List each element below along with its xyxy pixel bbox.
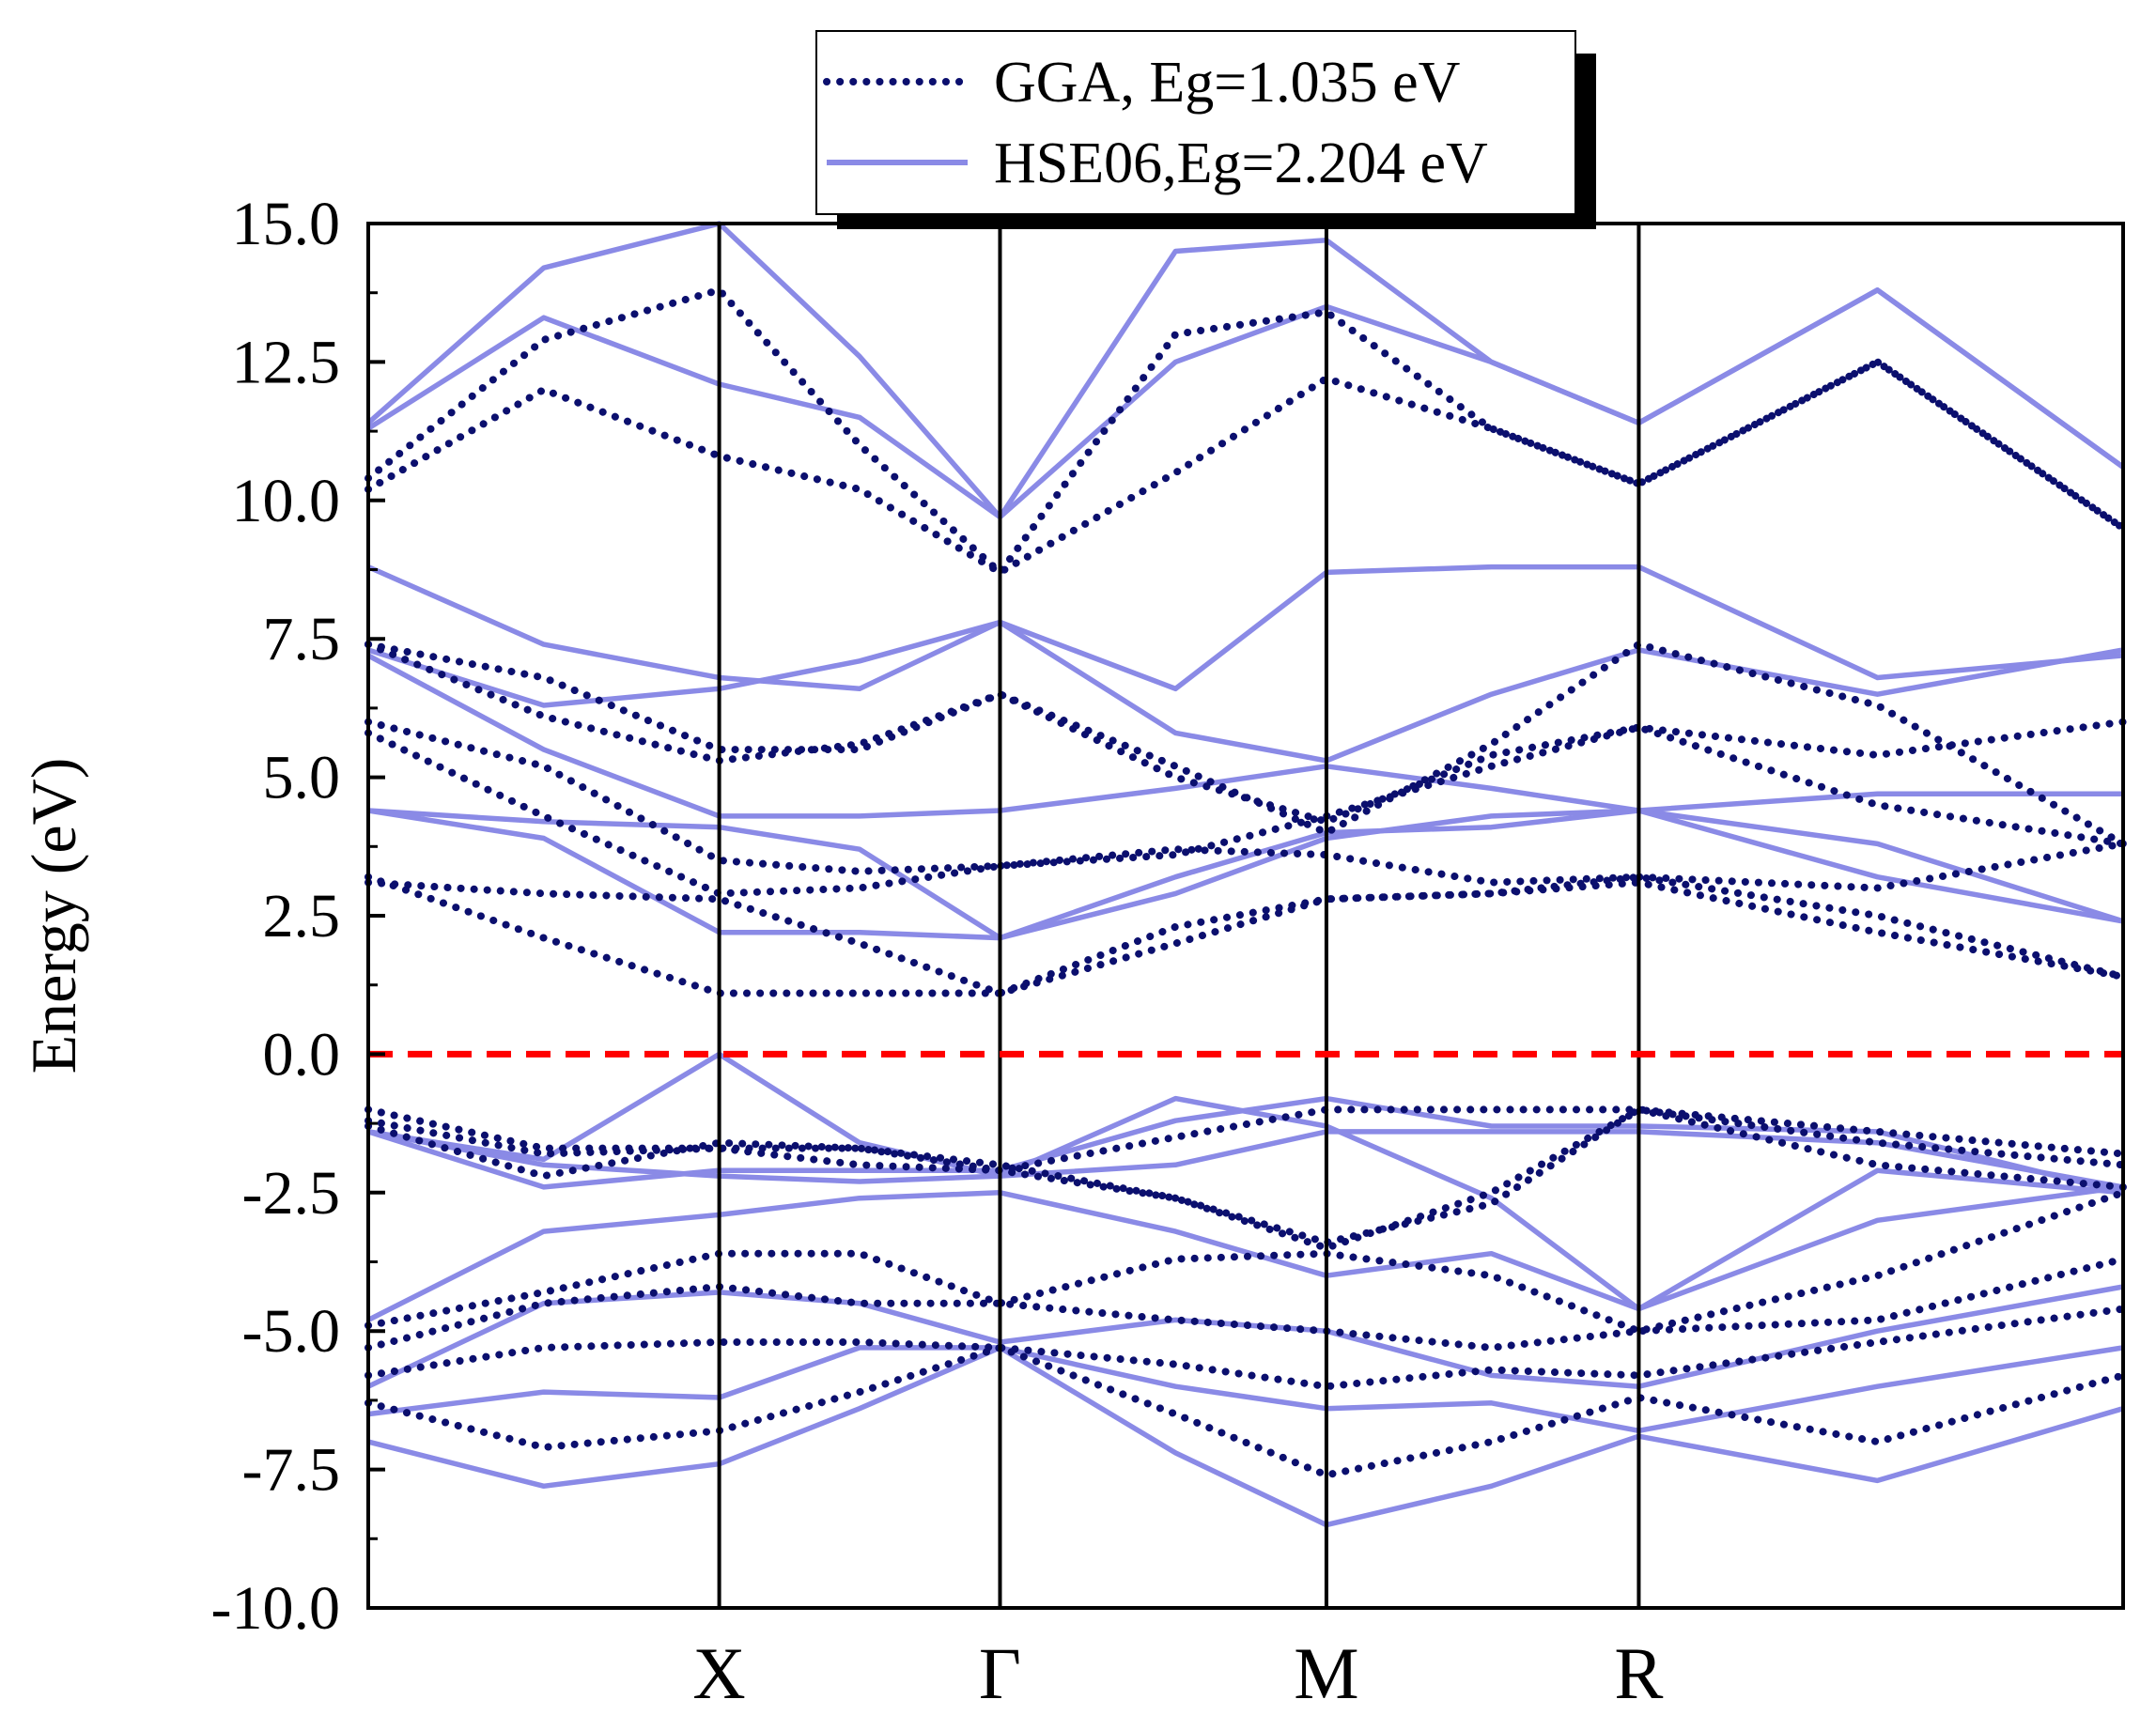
kpoint-label-2: Γ (979, 1632, 1021, 1714)
legend: GGA, Eg=1.035 eV HSE06,Eg=2.204 eV (815, 30, 1596, 229)
y-tick-label-3: 10.0 (232, 467, 341, 535)
hse06-band-29 (366, 221, 2125, 520)
hse06-band-23 (367, 808, 2124, 941)
gga-band-11 (365, 718, 2127, 875)
y-axis-ticks: 15.0 12.5 10.0 7.5 5.0 2.5 0.0 -2.5 -5.0 -7.5 -10.… (211, 190, 385, 1643)
hse06-band-21 (367, 1129, 2124, 1190)
hse06-band-20 (367, 1051, 2124, 1312)
hse06-band-19 (366, 1184, 2124, 1322)
hse06-band-27 (366, 564, 2124, 692)
gga-band-15 (365, 286, 2127, 577)
y-tick-label-1: 15.0 (232, 190, 341, 258)
hse06-band-26 (367, 619, 2124, 764)
hse06-band-28 (366, 287, 2125, 520)
gga-band-12 (365, 641, 2127, 826)
y-tick-label-8: -2.5 (242, 1159, 340, 1228)
y-tick-label-9: -5.0 (242, 1297, 340, 1366)
y-axis-title: Energy (eV) (18, 758, 89, 1074)
y-tick-label-11: -10.0 (211, 1574, 340, 1643)
y-tick-label-6: 2.5 (263, 882, 341, 950)
high-symmetry-lines (717, 224, 1641, 1608)
gga-band-14 (365, 358, 2127, 577)
hse06-band-16 (367, 1345, 2124, 1528)
y-tick-label-4: 7.5 (263, 605, 341, 673)
gga-band-8 (365, 873, 2127, 997)
gga-band-13 (365, 641, 2127, 848)
gga-band-9 (365, 878, 2127, 997)
kpoint-label-3: M (1294, 1632, 1358, 1714)
hse06-bands (366, 221, 2125, 1528)
y-tick-label-2: 12.5 (232, 328, 341, 396)
y-tick-label-7: 0.0 (263, 1020, 341, 1089)
gga-bands (365, 286, 2127, 1479)
kpoint-label-1: X (692, 1632, 745, 1714)
hse06-band-25 (366, 653, 2123, 819)
gga-band-10 (365, 729, 2127, 898)
hse06-band-24 (367, 808, 2124, 941)
legend-hse-label: HSE06,Eg=2.204 eV (994, 131, 1488, 195)
gga-band-2 (365, 1305, 2127, 1391)
y-tick-label-10: -7.5 (242, 1436, 340, 1505)
legend-box (815, 30, 1576, 215)
gga-band-7 (365, 1105, 2127, 1246)
kpoint-label-4: R (1614, 1632, 1663, 1714)
gga-band-6 (365, 1105, 2127, 1175)
legend-gga-label: GGA, Eg=1.035 eV (994, 51, 1461, 115)
hse06-band-18 (366, 1284, 2124, 1389)
y-tick-label-5: 5.0 (263, 744, 341, 812)
gga-band-4 (365, 1188, 2127, 1336)
gga-band-1 (365, 1343, 2127, 1479)
hse06-band-17 (367, 1345, 2124, 1434)
